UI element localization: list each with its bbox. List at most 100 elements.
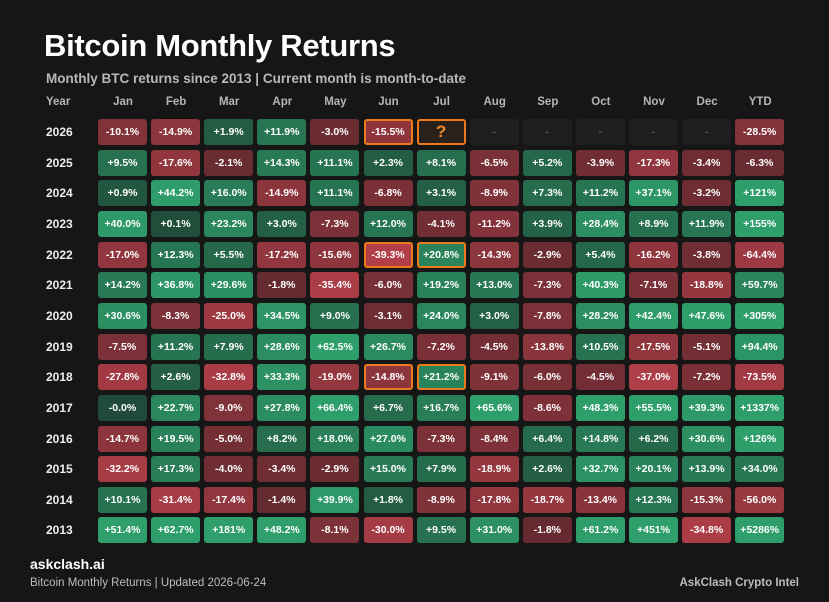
cell-2019-apr: +28.6% [257, 333, 307, 360]
cell-2014-jun: +1.8% [363, 486, 413, 513]
year-label-2021: 2021 [46, 278, 73, 293]
cell-2024-dec: -3.2% [682, 180, 732, 207]
cell-2020-sep: -7.8% [522, 302, 572, 329]
cell-2025-oct: -3.9% [575, 149, 625, 176]
cell-2018-sep: -6.0% [522, 364, 572, 391]
cell-2019-ytd: +94.4% [735, 333, 785, 360]
cell-2017-sep: -8.6% [522, 394, 572, 421]
cell-2017-dec: +39.3% [682, 394, 732, 421]
cell-2015-jan: -32.2% [98, 456, 147, 483]
cell-2023-ytd: +155% [735, 210, 785, 237]
cell-2020-jan: +30.6% [98, 302, 147, 329]
cell-2022-jun: -39.3% [363, 241, 413, 268]
cell-2025-jun: +2.3% [363, 149, 413, 176]
year-label-2020: 2020 [46, 308, 73, 323]
cell-2018-nov: -37.0% [629, 364, 678, 391]
cell-2013-apr: +48.2% [257, 517, 307, 544]
year-label-2014: 2014 [46, 492, 73, 507]
cell-2021-mar: +29.6% [204, 272, 254, 299]
footer-updated: Bitcoin Monthly Returns | Updated 2026-0… [30, 577, 267, 589]
cell-2023-oct: +28.4% [575, 210, 625, 237]
chart-title: Bitcoin Monthly Returns [44, 28, 396, 63]
cell-2022-sep: -2.9% [522, 241, 572, 268]
cell-2026-oct: - [575, 119, 625, 145]
cell-2020-dec: +47.6% [682, 302, 732, 329]
cell-2014-dec: -15.3% [682, 486, 732, 513]
cell-2016-ytd: +126% [735, 425, 785, 452]
cell-2025-feb: -17.6% [151, 149, 201, 176]
cell-2019-oct: +10.5% [575, 333, 625, 360]
year-label-2023: 2023 [46, 216, 73, 231]
cell-2014-mar: -17.4% [204, 486, 254, 513]
cell-2013-nov: +451% [629, 517, 678, 544]
cell-2015-may: -2.9% [310, 456, 360, 483]
cell-2026-jun: -15.5% [363, 119, 413, 145]
cell-2013-dec: -34.8% [682, 517, 732, 544]
year-label-2025: 2025 [46, 155, 73, 170]
cell-2026-mar: +1.9% [204, 119, 254, 145]
cell-2016-jul: -7.3% [416, 425, 466, 452]
cell-2019-jul: -7.2% [416, 333, 466, 360]
cell-2025-jul: +8.1% [416, 149, 466, 176]
cell-2014-may: +39.9% [310, 486, 360, 513]
cell-2025-may: +11.1% [310, 149, 360, 176]
cell-2018-mar: -32.8% [204, 364, 254, 391]
cell-2021-may: -35.4% [310, 272, 360, 299]
cell-2017-nov: +55.5% [629, 394, 678, 421]
cell-2015-ytd: +34.0% [735, 456, 785, 483]
cell-2016-jan: -14.7% [98, 425, 147, 452]
column-header-apr: Apr [272, 96, 293, 108]
cell-2018-dec: -7.2% [682, 364, 732, 391]
cell-2021-jul: +19.2% [416, 272, 466, 299]
column-header-jul: Jul [433, 96, 450, 108]
cell-2018-jan: -27.8% [98, 364, 147, 391]
cell-2024-feb: +44.2% [151, 180, 201, 207]
cell-2022-aug: -14.3% [469, 241, 519, 268]
cell-2020-apr: +34.5% [257, 302, 307, 329]
cell-2021-jan: +14.2% [98, 272, 147, 299]
cell-2025-nov: -17.3% [629, 149, 678, 176]
cell-2025-mar: -2.1% [204, 149, 254, 176]
cell-2022-feb: +12.3% [151, 241, 201, 268]
cell-2013-jun: -30.0% [363, 517, 413, 544]
year-label-2016: 2016 [46, 431, 73, 446]
cell-2013-oct: +61.2% [575, 517, 625, 544]
cell-2022-apr: -17.2% [257, 241, 307, 268]
cell-2023-jun: +12.0% [363, 210, 413, 237]
cell-2019-dec: -5.1% [682, 333, 732, 360]
cell-2019-may: +62.5% [310, 333, 360, 360]
column-header-dec: Dec [696, 96, 718, 108]
cell-2017-ytd: +1337% [735, 394, 785, 421]
cell-2021-sep: -7.3% [522, 272, 572, 299]
cell-2016-aug: -8.4% [469, 425, 519, 452]
cell-2025-ytd: -6.3% [735, 149, 785, 176]
cell-2026-sep: - [522, 119, 572, 145]
cell-2024-nov: +37.1% [629, 180, 678, 207]
column-header-ytd: YTD [748, 96, 772, 108]
year-label-2019: 2019 [46, 339, 73, 354]
cell-2019-jun: +26.7% [363, 333, 413, 360]
cell-2020-aug: +3.0% [469, 302, 519, 329]
cell-2026-dec: - [682, 119, 732, 145]
cell-2021-jun: -6.0% [363, 272, 413, 299]
brand-name: askclash.ai [30, 556, 105, 572]
cell-2015-nov: +20.1% [629, 456, 678, 483]
cell-2022-ytd: -64.4% [735, 241, 785, 268]
cell-2016-jun: +27.0% [363, 425, 413, 452]
cell-2019-mar: +7.9% [204, 333, 254, 360]
cell-2016-sep: +6.4% [522, 425, 572, 452]
cell-2023-mar: +23.2% [204, 210, 254, 237]
cell-2025-aug: -6.5% [469, 149, 519, 176]
cell-2021-apr: -1.8% [257, 272, 307, 299]
cell-2014-feb: -31.4% [151, 486, 201, 513]
cell-2013-mar: +181% [204, 517, 254, 544]
column-header-mar: Mar [218, 96, 240, 108]
column-header-may: May [324, 96, 347, 108]
cell-2021-oct: +40.3% [575, 272, 625, 299]
year-label-2013: 2013 [46, 523, 73, 538]
cell-2018-apr: +33.3% [257, 364, 307, 391]
cell-2017-jan: -0.0% [98, 394, 147, 421]
cell-2016-may: +18.0% [310, 425, 360, 452]
cell-2013-jul: +9.5% [416, 517, 466, 544]
cell-2018-ytd: -73.5% [735, 364, 785, 391]
